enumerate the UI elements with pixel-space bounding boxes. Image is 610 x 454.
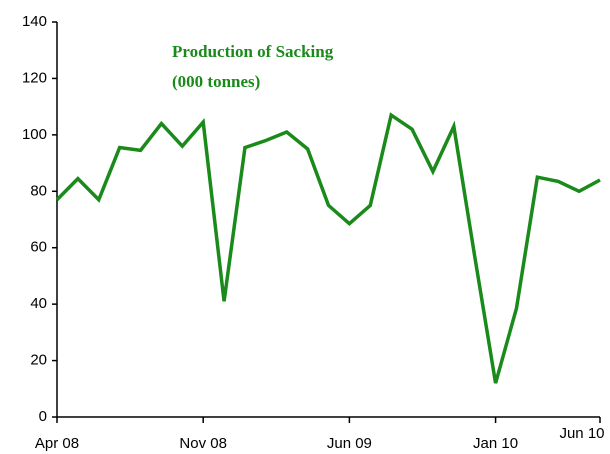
chart-title: Production of Sacking — [172, 42, 334, 61]
data-line — [55, 112, 601, 384]
y-tick-label: 20 — [30, 352, 47, 369]
x-tick-label: Jun 09 — [327, 435, 372, 452]
y-tick-label: 0 — [39, 408, 47, 425]
y-tick-label: 120 — [22, 69, 47, 86]
y-tick-label: 60 — [30, 239, 47, 256]
x-tick-label: Apr 08 — [35, 435, 79, 452]
x-tick-label: Jan 10 — [473, 435, 518, 452]
x-tick-label: Nov 08 — [179, 435, 227, 452]
y-tick-label: 80 — [30, 182, 47, 199]
y-tick-label: 100 — [22, 126, 47, 143]
y-tick-label: 40 — [30, 295, 47, 312]
y-tick-label: 140 — [22, 13, 47, 30]
x-tick-label: Jun 10 — [559, 425, 604, 442]
chart-subtitle: (000 tonnes) — [172, 72, 260, 91]
